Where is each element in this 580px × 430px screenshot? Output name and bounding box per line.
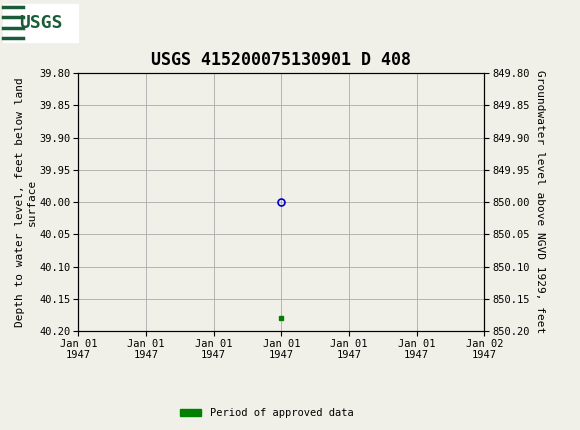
Legend: Period of approved data: Period of approved data [176,404,357,423]
Title: USGS 415200075130901 D 408: USGS 415200075130901 D 408 [151,51,411,69]
Text: USGS: USGS [19,14,63,31]
FancyBboxPatch shape [3,3,78,42]
Y-axis label: Groundwater level above NGVD 1929, feet: Groundwater level above NGVD 1929, feet [535,71,545,334]
Y-axis label: Depth to water level, feet below land
surface: Depth to water level, feet below land su… [15,77,37,327]
